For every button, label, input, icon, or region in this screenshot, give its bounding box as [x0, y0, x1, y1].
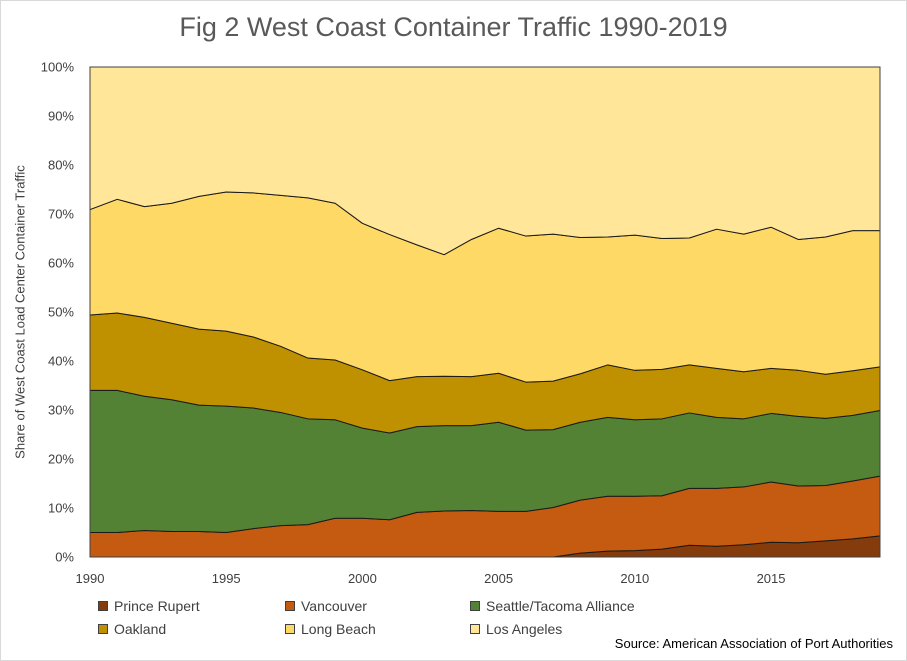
- y-tick-label: 50%: [48, 305, 74, 320]
- x-tick-label: 2005: [484, 571, 513, 586]
- y-tick-label: 80%: [48, 158, 74, 173]
- x-tick-label: 2015: [757, 571, 786, 586]
- y-tick-label: 0%: [55, 550, 74, 565]
- y-tick-label: 10%: [48, 501, 74, 516]
- source-note: Source: American Association of Port Aut…: [614, 636, 893, 651]
- y-tick-label: 30%: [48, 403, 74, 418]
- y-tick-label: 70%: [48, 207, 74, 222]
- x-tick-label: 2010: [620, 571, 649, 586]
- x-tick-label: 1990: [76, 571, 105, 586]
- y-tick-label: 90%: [48, 109, 74, 124]
- y-tick-label: 100%: [41, 60, 75, 75]
- y-tick-label: 20%: [48, 452, 74, 467]
- chart-title: Fig 2 West Coast Container Traffic 1990-…: [179, 12, 728, 42]
- x-tick-label: 2000: [348, 571, 377, 586]
- x-tick-label: 1995: [212, 571, 241, 586]
- y-tick-label: 60%: [48, 256, 74, 271]
- y-tick-label: 40%: [48, 354, 74, 369]
- y-axis-label: Share of West Coast Load Center Containe…: [12, 165, 28, 459]
